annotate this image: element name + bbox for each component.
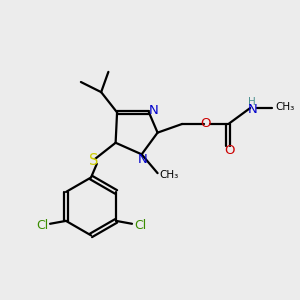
Text: CH₃: CH₃	[159, 169, 178, 180]
Text: Cl: Cl	[36, 219, 48, 232]
Text: N: N	[248, 103, 257, 116]
Text: CH₃: CH₃	[275, 103, 295, 112]
Text: S: S	[89, 153, 99, 168]
Text: O: O	[200, 117, 211, 130]
Text: N: N	[138, 153, 148, 166]
Text: N: N	[149, 103, 159, 117]
Text: Cl: Cl	[134, 219, 146, 232]
Text: O: O	[224, 144, 235, 158]
Text: H: H	[248, 97, 256, 107]
